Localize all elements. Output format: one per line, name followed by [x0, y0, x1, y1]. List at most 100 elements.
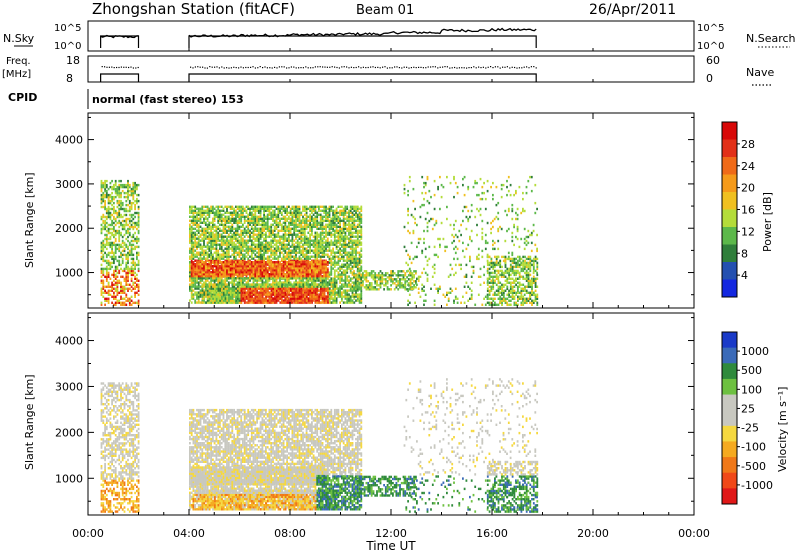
- heatmap-cell: [203, 299, 205, 302]
- heatmap-cell: [293, 281, 296, 284]
- heatmap-cell: [236, 293, 239, 296]
- heatmap-cell: [219, 233, 221, 236]
- heatmap-cell: [360, 259, 363, 262]
- heatmap-cell: [236, 231, 239, 234]
- heatmap-cell: [309, 279, 311, 282]
- heatmap-cell: [330, 249, 333, 252]
- heatmap-cell: [210, 233, 212, 236]
- heatmap-cell: [337, 295, 340, 298]
- heatmap-cell: [259, 231, 262, 234]
- heatmap-cell: [323, 281, 326, 284]
- heatmap-cell: [219, 235, 221, 238]
- heatmap-cell: [100, 223, 103, 227]
- heatmap-cell: [316, 223, 319, 226]
- heatmap-cell: [104, 237, 106, 241]
- heatmap-cell: [273, 283, 276, 286]
- heatmap-cell: [113, 271, 115, 275]
- heatmap-cell: [302, 259, 304, 262]
- heatmap-cell: [136, 187, 138, 191]
- nave-dot: [478, 66, 480, 68]
- heatmap-cell: [100, 205, 103, 209]
- heatmap-cell: [272, 253, 274, 256]
- heatmap-cell: [224, 295, 227, 298]
- heatmap-cell: [201, 267, 204, 270]
- heatmap-cell: [242, 283, 244, 286]
- heatmap-cell: [319, 243, 322, 246]
- heatmap-cell: [236, 241, 239, 244]
- heatmap-cell: [132, 235, 135, 239]
- heatmap-cell: [252, 229, 255, 232]
- heatmap-cell: [328, 275, 331, 278]
- heatmap-cell: [197, 263, 200, 266]
- heatmap-cell: [105, 235, 108, 239]
- heatmap-cell: [111, 273, 113, 277]
- heatmap-cell: [356, 279, 359, 282]
- heatmap-cell: [240, 257, 243, 260]
- heatmap-cell: [252, 273, 255, 276]
- heatmap-cell: [339, 277, 341, 280]
- heatmap-cell: [231, 253, 234, 256]
- heatmap-cell: [265, 267, 267, 270]
- heatmap-cell: [109, 245, 112, 249]
- nave-dot: [420, 66, 422, 68]
- heatmap-cell: [300, 253, 303, 256]
- heatmap-cell: [224, 247, 227, 250]
- heatmap-cell: [358, 215, 361, 218]
- heatmap-cell: [203, 221, 205, 224]
- heatmap-cell: [109, 237, 112, 241]
- heatmap-cell: [114, 255, 117, 259]
- heatmap-cell: [229, 243, 232, 246]
- heatmap-cell: [210, 227, 212, 230]
- heatmap-cell: [319, 259, 322, 262]
- heatmap-cell: [233, 287, 235, 290]
- heatmap-cell: [116, 221, 119, 225]
- heatmap-cell: [242, 231, 244, 234]
- heatmap-cell: [247, 221, 250, 224]
- heatmap-cell: [249, 259, 251, 262]
- heatmap-cell: [342, 245, 345, 248]
- heatmap-cell: [325, 239, 327, 242]
- heatmap-cell: [220, 295, 223, 298]
- heatmap-cell: [199, 225, 202, 228]
- heatmap-cell: [217, 251, 220, 254]
- heatmap-cell: [111, 245, 113, 249]
- heatmap-cell: [204, 281, 207, 284]
- heatmap-cell: [114, 233, 117, 237]
- heatmap-cell: [249, 231, 251, 234]
- heatmap-cell: [210, 257, 212, 260]
- heatmap-cell: [113, 259, 115, 263]
- heatmap-cell: [242, 245, 244, 248]
- heatmap-cell: [219, 277, 221, 280]
- heatmap-cell: [286, 205, 288, 208]
- nave-dot: [528, 67, 530, 69]
- heatmap-cell: [346, 237, 349, 240]
- heatmap-cell: [284, 231, 287, 234]
- heatmap-cell: [197, 295, 200, 298]
- heatmap-cell: [326, 241, 329, 244]
- heatmap-cell: [277, 239, 280, 242]
- heatmap-cell: [311, 281, 313, 284]
- heatmap-cell: [332, 249, 334, 252]
- heatmap-cell: [134, 281, 136, 284]
- heatmap-cell: [100, 251, 103, 255]
- heatmap-cell: [229, 275, 232, 278]
- heatmap-cell: [321, 295, 324, 298]
- heatmap-cell: [337, 221, 340, 224]
- heatmap-cell: [130, 279, 133, 282]
- heatmap-cell: [330, 279, 333, 282]
- nave-dot: [242, 67, 244, 69]
- heatmap-cell: [249, 267, 251, 270]
- heatmap-cell: [240, 211, 243, 214]
- heatmap-cell: [210, 207, 212, 210]
- heatmap-cell: [360, 265, 363, 268]
- heatmap-cell: [102, 273, 105, 277]
- heatmap-cell: [121, 257, 124, 261]
- heatmap-cell: [348, 219, 350, 222]
- heatmap-cell: [201, 207, 204, 210]
- heatmap-cell: [224, 235, 227, 238]
- heatmap-cell: [256, 275, 258, 278]
- heatmap-cell: [312, 251, 315, 254]
- heatmap-cell: [303, 257, 306, 260]
- heatmap-cell: [197, 229, 200, 232]
- heatmap-cell: [254, 267, 257, 270]
